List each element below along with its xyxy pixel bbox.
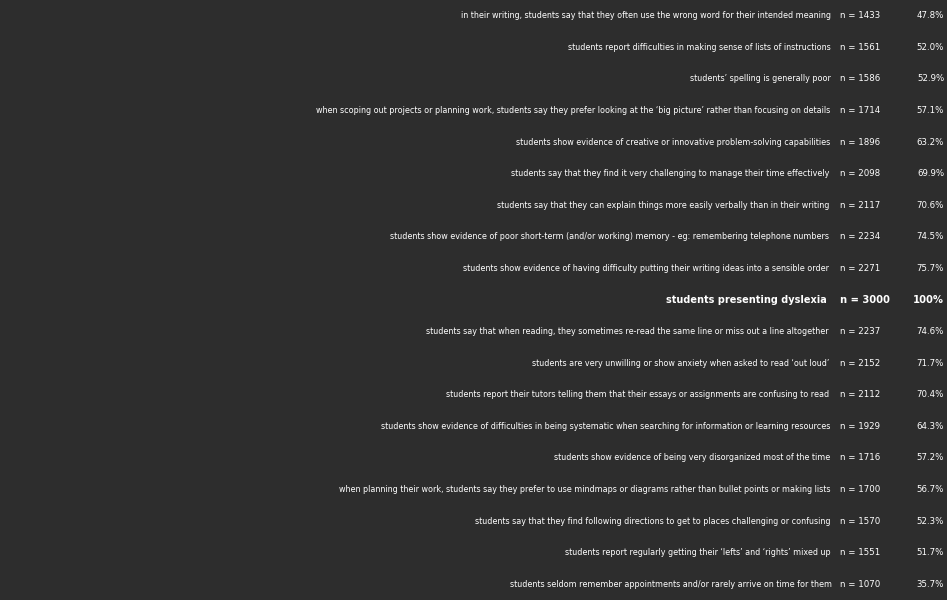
- Text: 70.6%: 70.6%: [917, 201, 944, 210]
- Text: students say that they can explain things more easily verbally than in their wri: students say that they can explain thing…: [497, 201, 830, 210]
- Text: n = 1929: n = 1929: [840, 422, 880, 431]
- Text: students show evidence of difficulties in being systematic when searching for in: students show evidence of difficulties i…: [381, 422, 830, 431]
- Text: 100%: 100%: [913, 295, 944, 305]
- Text: students seldom remember appointments and/or rarely arrive on time for them: students seldom remember appointments an…: [510, 580, 832, 589]
- Text: 52.9%: 52.9%: [917, 74, 944, 83]
- Text: students presenting dyslexia: students presenting dyslexia: [666, 295, 827, 305]
- Text: 57.2%: 57.2%: [917, 454, 944, 463]
- Text: 70.4%: 70.4%: [917, 390, 944, 399]
- Text: in their writing, students say that they often use the wrong word for their inte: in their writing, students say that they…: [461, 11, 831, 20]
- Text: n = 2117: n = 2117: [840, 201, 881, 210]
- Text: students say that they find it very challenging to manage their time effectively: students say that they find it very chal…: [511, 169, 830, 178]
- Text: n = 2112: n = 2112: [840, 390, 881, 399]
- Text: 75.7%: 75.7%: [917, 264, 944, 273]
- Text: when planning their work, students say they prefer to use mindmaps or diagrams r: when planning their work, students say t…: [339, 485, 831, 494]
- Text: 71.7%: 71.7%: [917, 359, 944, 368]
- Text: students report their tutors telling them that their essays or assignments are c: students report their tutors telling the…: [446, 390, 830, 399]
- Text: n = 2234: n = 2234: [840, 232, 881, 241]
- Text: 35.7%: 35.7%: [917, 580, 944, 589]
- Text: n = 1561: n = 1561: [840, 43, 881, 52]
- Text: n = 1070: n = 1070: [840, 580, 881, 589]
- Text: n = 1586: n = 1586: [840, 74, 881, 83]
- Text: n = 2098: n = 2098: [840, 169, 880, 178]
- Text: students’ spelling is generally poor: students’ spelling is generally poor: [690, 74, 831, 83]
- Text: n = 2237: n = 2237: [840, 327, 881, 336]
- Text: 63.2%: 63.2%: [917, 137, 944, 146]
- Text: 52.0%: 52.0%: [917, 43, 944, 52]
- Text: students show evidence of creative or innovative problem-solving capabilities: students show evidence of creative or in…: [516, 137, 830, 146]
- Text: n = 1896: n = 1896: [840, 137, 880, 146]
- Text: n = 1570: n = 1570: [840, 517, 881, 526]
- Text: n = 2152: n = 2152: [840, 359, 881, 368]
- Text: 47.8%: 47.8%: [917, 11, 944, 20]
- Text: students show evidence of being very disorganized most of the time: students show evidence of being very dis…: [554, 454, 831, 463]
- Text: n = 2271: n = 2271: [840, 264, 881, 273]
- Text: 64.3%: 64.3%: [917, 422, 944, 431]
- Text: 74.5%: 74.5%: [917, 232, 944, 241]
- Text: students show evidence of poor short-term (and/or working) memory - eg: remember: students show evidence of poor short-ter…: [390, 232, 829, 241]
- Text: 52.3%: 52.3%: [917, 517, 944, 526]
- Text: n = 3000: n = 3000: [840, 295, 890, 305]
- Text: students report difficulties in making sense of lists of instructions: students report difficulties in making s…: [568, 43, 831, 52]
- Text: students say that when reading, they sometimes re-read the same line or miss out: students say that when reading, they som…: [426, 327, 829, 336]
- Text: when scoping out projects or planning work, students say they prefer looking at : when scoping out projects or planning wo…: [316, 106, 831, 115]
- Text: n = 1714: n = 1714: [840, 106, 881, 115]
- Text: 57.1%: 57.1%: [917, 106, 944, 115]
- Text: n = 1433: n = 1433: [840, 11, 881, 20]
- Text: 69.9%: 69.9%: [917, 169, 944, 178]
- Text: students report regularly getting their ‘lefts’ and ‘rights’ mixed up: students report regularly getting their …: [565, 548, 831, 557]
- Text: n = 1551: n = 1551: [840, 548, 881, 557]
- Text: n = 1716: n = 1716: [840, 454, 881, 463]
- Text: 74.6%: 74.6%: [917, 327, 944, 336]
- Text: n = 1700: n = 1700: [840, 485, 881, 494]
- Text: students say that they find following directions to get to places challenging or: students say that they find following di…: [475, 517, 831, 526]
- Text: students are very unwilling or show anxiety when asked to read ‘out loud’: students are very unwilling or show anxi…: [532, 359, 830, 368]
- Text: students show evidence of having difficulty putting their writing ideas into a s: students show evidence of having difficu…: [463, 264, 829, 273]
- Text: 51.7%: 51.7%: [917, 548, 944, 557]
- Text: 56.7%: 56.7%: [917, 485, 944, 494]
